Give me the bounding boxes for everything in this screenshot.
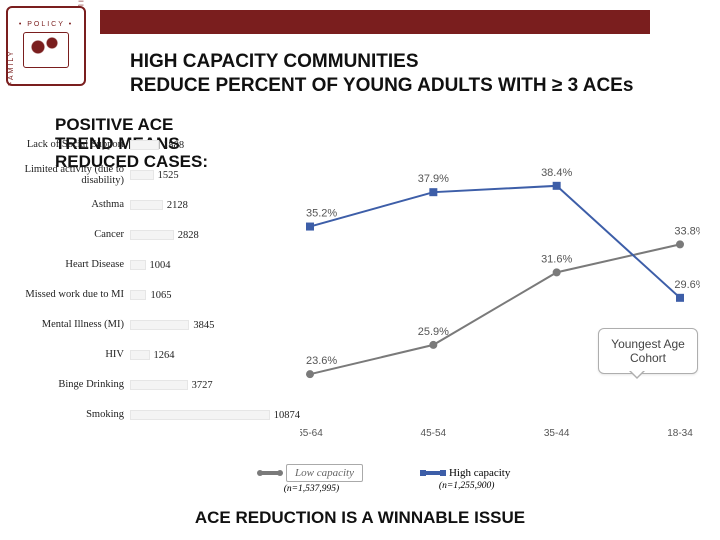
title-line-2: REDUCE PERCENT OF YOUNG ADULTS WITH ≥ 3 … bbox=[130, 74, 710, 98]
legend-low-n: (n=1,537,995) bbox=[284, 484, 340, 494]
svg-text:18-34: 18-34 bbox=[667, 428, 693, 439]
barlist-label: Heart Disease bbox=[0, 259, 130, 270]
legend-high-swatch bbox=[423, 471, 443, 475]
svg-text:35-44: 35-44 bbox=[544, 428, 570, 439]
logo-icon bbox=[23, 32, 69, 68]
barlist-track: 1065 bbox=[130, 281, 300, 309]
svg-text:31.6%: 31.6% bbox=[541, 253, 572, 265]
barlist-track: 3845 bbox=[130, 311, 300, 339]
barlist-track: 10874 bbox=[130, 401, 300, 429]
svg-text:33.8%: 33.8% bbox=[674, 225, 700, 237]
legend-low: Low capacity (n=1,537,995) bbox=[260, 464, 363, 494]
barlist-row: Missed work due to MI 1065 bbox=[0, 280, 310, 310]
barlist-bar bbox=[130, 410, 270, 420]
svg-text:37.9%: 37.9% bbox=[418, 173, 449, 185]
barlist-bar bbox=[130, 290, 146, 300]
barlist-bar bbox=[130, 170, 154, 180]
barlist-label: HIV bbox=[0, 349, 130, 360]
barlist-value: 1065 bbox=[146, 290, 171, 301]
legend-high-n: (n=1,255,900) bbox=[439, 481, 495, 491]
svg-text:45-54: 45-54 bbox=[421, 428, 447, 439]
barlist-value: 1264 bbox=[150, 350, 175, 361]
barlist-track: 1888 bbox=[130, 131, 300, 159]
barlist-bar bbox=[130, 320, 189, 330]
legend-low-label: Low capacity bbox=[286, 464, 363, 482]
svg-text:29.6%: 29.6% bbox=[674, 279, 700, 291]
barlist-row: Heart Disease 1004 bbox=[0, 250, 310, 280]
barlist-label: Asthma bbox=[0, 199, 130, 210]
barlist-row: Asthma 2128 bbox=[0, 190, 310, 220]
logo-left-text: FAMILY bbox=[8, 50, 15, 86]
barlist-row: Mental Illness (MI) 3845 bbox=[0, 310, 310, 340]
logo-top-text: • POLICY • bbox=[19, 21, 73, 28]
svg-text:55-64: 55-64 bbox=[300, 428, 323, 439]
header-bar bbox=[100, 10, 650, 34]
barlist-bar bbox=[130, 200, 163, 210]
barlist-value: 3845 bbox=[189, 320, 214, 331]
svg-text:25.9%: 25.9% bbox=[418, 326, 449, 338]
barlist-track: 2128 bbox=[130, 191, 300, 219]
legend-high-label: High capacity bbox=[449, 467, 510, 479]
callout-youngest-cohort: Youngest Age Cohort bbox=[598, 328, 698, 374]
barlist-track: 1525 bbox=[130, 161, 300, 189]
barlist-label: Binge Drinking bbox=[0, 379, 130, 390]
legend-low-swatch bbox=[260, 471, 280, 475]
barlist-value: 1888 bbox=[159, 140, 184, 151]
svg-text:23.6%: 23.6% bbox=[306, 355, 337, 367]
barlist-row: Limited activity (due to disability) 1525 bbox=[0, 160, 310, 190]
barlist-value: 1525 bbox=[154, 170, 179, 181]
line-chart-svg: 23.6% 25.9% 31.6% 33.8% 35.2% 37.9% 38.4% 29.6%… bbox=[300, 130, 700, 440]
logo-badge: • POLICY • FAMILY COUNCIL bbox=[6, 6, 86, 86]
barlist-row: Binge Drinking 3727 bbox=[0, 370, 310, 400]
barlist-value: 3727 bbox=[188, 380, 213, 391]
svg-text:38.4%: 38.4% bbox=[541, 167, 572, 179]
barlist-track: 1264 bbox=[130, 341, 300, 369]
barlist-bar bbox=[130, 260, 146, 270]
barlist-row: Smoking 10874 bbox=[0, 400, 310, 430]
barlist-bar bbox=[130, 380, 188, 390]
barlist-row: Lack of Social Support 1888 bbox=[0, 130, 310, 160]
barlist-label: Smoking bbox=[0, 409, 130, 420]
barlist-label: Missed work due to MI bbox=[0, 289, 130, 300]
barlist-label: Mental Illness (MI) bbox=[0, 319, 130, 330]
barlist-value: 10874 bbox=[270, 410, 300, 421]
barlist-bar bbox=[130, 350, 150, 360]
barlist-label: Lack of Social Support bbox=[0, 139, 130, 150]
barlist-label: Limited activity (due to disability) bbox=[0, 164, 130, 186]
barlist-value: 2828 bbox=[174, 230, 199, 241]
footer-statement: ACE REDUCTION IS A WINNABLE ISSUE bbox=[0, 508, 720, 528]
barlist-row: HIV 1264 bbox=[0, 340, 310, 370]
page-title: HIGH CAPACITY COMMUNITIES REDUCE PERCENT… bbox=[130, 50, 710, 98]
legend: Low capacity (n=1,537,995) High capacity… bbox=[260, 464, 510, 494]
title-line-1: HIGH CAPACITY COMMUNITIES bbox=[130, 51, 419, 72]
barlist-value: 2128 bbox=[163, 200, 188, 211]
barlist-row: Cancer 2828 bbox=[0, 220, 310, 250]
barlist-track: 1004 bbox=[130, 251, 300, 279]
barlist-label: Cancer bbox=[0, 229, 130, 240]
barlist-bar bbox=[130, 140, 159, 150]
barlist-track: 3727 bbox=[130, 371, 300, 399]
logo-right-text: COUNCIL bbox=[77, 0, 84, 10]
ace-trend-chart: 23.6% 25.9% 31.6% 33.8% 35.2% 37.9% 38.4% 29.6%… bbox=[300, 130, 700, 440]
reduced-cases-barlist: Lack of Social Support 1888 Limited activi… bbox=[0, 130, 310, 430]
barlist-value: 1004 bbox=[146, 260, 171, 271]
barlist-track: 2828 bbox=[130, 221, 300, 249]
legend-high: High capacity (n=1,255,900) bbox=[423, 467, 510, 491]
svg-text:35.2%: 35.2% bbox=[306, 208, 337, 220]
barlist-bar bbox=[130, 230, 174, 240]
